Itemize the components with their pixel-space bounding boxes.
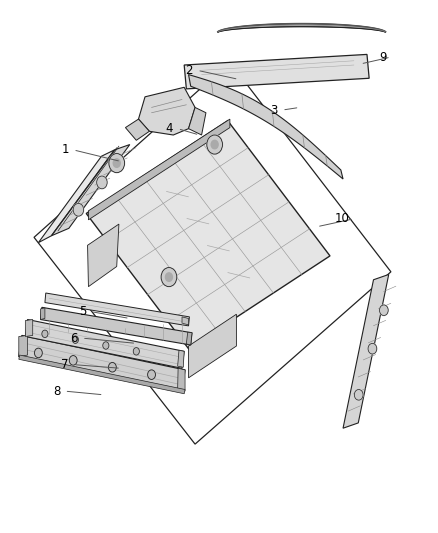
Polygon shape <box>19 335 185 391</box>
Text: 8: 8 <box>53 385 60 398</box>
Text: 10: 10 <box>335 212 350 225</box>
Polygon shape <box>86 120 330 349</box>
Polygon shape <box>184 54 369 89</box>
Polygon shape <box>41 308 45 319</box>
Circle shape <box>379 305 388 316</box>
Circle shape <box>161 268 177 287</box>
Text: 1: 1 <box>61 143 69 156</box>
Polygon shape <box>343 274 389 428</box>
Polygon shape <box>188 314 237 378</box>
Text: 9: 9 <box>379 51 387 63</box>
Text: 3: 3 <box>270 103 278 117</box>
Circle shape <box>113 159 120 167</box>
Polygon shape <box>19 355 185 394</box>
Circle shape <box>133 348 139 355</box>
Circle shape <box>42 330 48 337</box>
Polygon shape <box>186 332 192 345</box>
Circle shape <box>72 336 78 343</box>
Polygon shape <box>19 335 28 357</box>
Polygon shape <box>182 317 188 325</box>
Polygon shape <box>125 119 149 140</box>
Polygon shape <box>178 350 184 367</box>
Circle shape <box>166 273 173 281</box>
Polygon shape <box>188 108 206 135</box>
Polygon shape <box>39 150 115 243</box>
Polygon shape <box>25 319 184 368</box>
Circle shape <box>148 370 155 379</box>
Polygon shape <box>138 87 195 135</box>
Text: 4: 4 <box>166 122 173 135</box>
Polygon shape <box>41 308 192 345</box>
Polygon shape <box>88 119 230 220</box>
Circle shape <box>35 348 42 358</box>
Polygon shape <box>45 293 189 326</box>
Circle shape <box>211 140 218 149</box>
Polygon shape <box>88 224 119 287</box>
Circle shape <box>69 356 77 365</box>
Circle shape <box>109 154 124 173</box>
Polygon shape <box>188 75 343 179</box>
Text: 6: 6 <box>70 332 78 344</box>
Circle shape <box>103 342 109 349</box>
Circle shape <box>73 204 84 216</box>
Polygon shape <box>25 319 33 336</box>
Circle shape <box>354 390 363 400</box>
Circle shape <box>113 158 123 171</box>
Polygon shape <box>218 23 385 32</box>
Text: 7: 7 <box>61 358 69 371</box>
Circle shape <box>97 176 107 189</box>
Text: 5: 5 <box>79 305 86 318</box>
Polygon shape <box>51 144 130 236</box>
Circle shape <box>207 135 223 154</box>
Polygon shape <box>178 368 185 391</box>
Text: 2: 2 <box>185 64 193 77</box>
Circle shape <box>368 343 377 354</box>
Circle shape <box>109 362 116 372</box>
